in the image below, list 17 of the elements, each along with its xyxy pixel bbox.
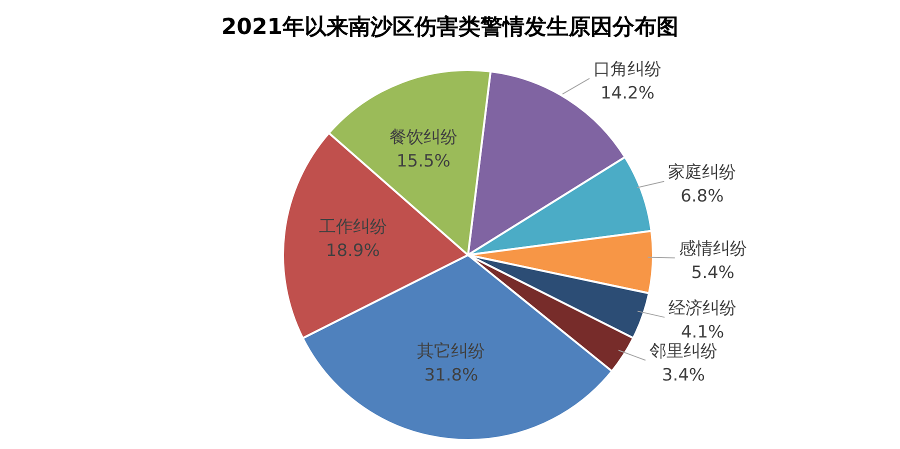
- slice-label: 经济纠纷: [668, 298, 737, 318]
- data-label: 5.4%: [691, 262, 734, 283]
- slice-label: 餐饮纠纷: [389, 127, 458, 148]
- data-label: 15.5%: [396, 151, 450, 172]
- data-label: 6.8%: [680, 186, 724, 206]
- data-label: 31.8%: [424, 365, 478, 386]
- slice-label: 工作纠纷: [318, 216, 387, 237]
- data-label: 4.1%: [680, 322, 724, 342]
- slice-label: 感情纠纷: [678, 238, 747, 259]
- data-label: 3.4%: [662, 365, 706, 386]
- slice-label: 家庭纠纷: [668, 162, 736, 182]
- slice-label: 邻里纠纷: [649, 341, 718, 362]
- slice-label: 其它纠纷: [417, 341, 486, 362]
- data-label: 14.2%: [600, 83, 654, 104]
- chart-title: 2021年以来南沙区伤害类警情发生原因分布图: [220, 14, 680, 42]
- slice-label: 口角纠纷: [593, 59, 662, 80]
- data-label: 18.9%: [326, 240, 380, 261]
